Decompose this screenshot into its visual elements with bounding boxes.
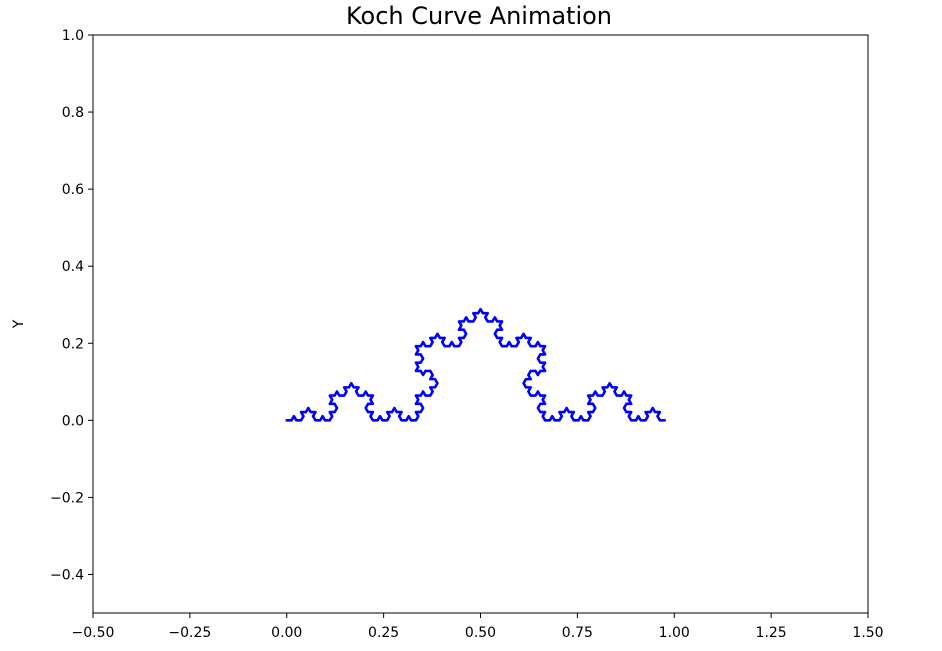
y-tick-label: 0.6: [62, 182, 84, 198]
x-tick-label: 0.75: [562, 625, 593, 641]
plot-background: [93, 35, 868, 613]
y-axis-label: Y: [11, 319, 27, 329]
plot-area: [92, 34, 869, 614]
y-tick-label: 0.8: [62, 105, 84, 121]
y-tick-label: −0.4: [50, 567, 84, 583]
x-tick-label: 1.00: [659, 625, 690, 641]
y-tick-label: 0.4: [62, 259, 84, 275]
y-tick-label: −0.2: [50, 490, 84, 506]
y-axis-ticks: −0.4 −0.2 0.0 0.2 0.4 0.6 0.8 1.0: [50, 28, 93, 583]
x-tick-label: 1.25: [756, 625, 787, 641]
series-layer: [285, 307, 666, 422]
x-tick-label: −0.50: [72, 625, 115, 641]
y-tick-label: 1.0: [62, 28, 84, 44]
x-tick-label: 1.50: [852, 625, 883, 641]
chart-title: Koch Curve Animation: [346, 2, 612, 30]
y-tick-label: 0.2: [62, 336, 84, 352]
x-axis-ticks: −0.50 −0.25 0.00 0.25 0.50 0.75 1.00 1.25 1.50: [72, 613, 884, 641]
x-tick-label: 0.00: [271, 625, 302, 641]
x-tick-label: 0.25: [368, 625, 399, 641]
y-tick-label: 0.0: [62, 413, 84, 429]
x-tick-label: 0.50: [465, 625, 496, 641]
x-tick-label: −0.25: [168, 625, 211, 641]
koch-curve-line: [285, 307, 666, 422]
